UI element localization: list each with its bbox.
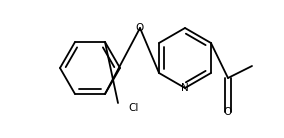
Text: O: O: [224, 107, 232, 117]
Text: N: N: [181, 83, 189, 93]
Text: O: O: [136, 23, 144, 33]
Text: Cl: Cl: [128, 103, 138, 113]
